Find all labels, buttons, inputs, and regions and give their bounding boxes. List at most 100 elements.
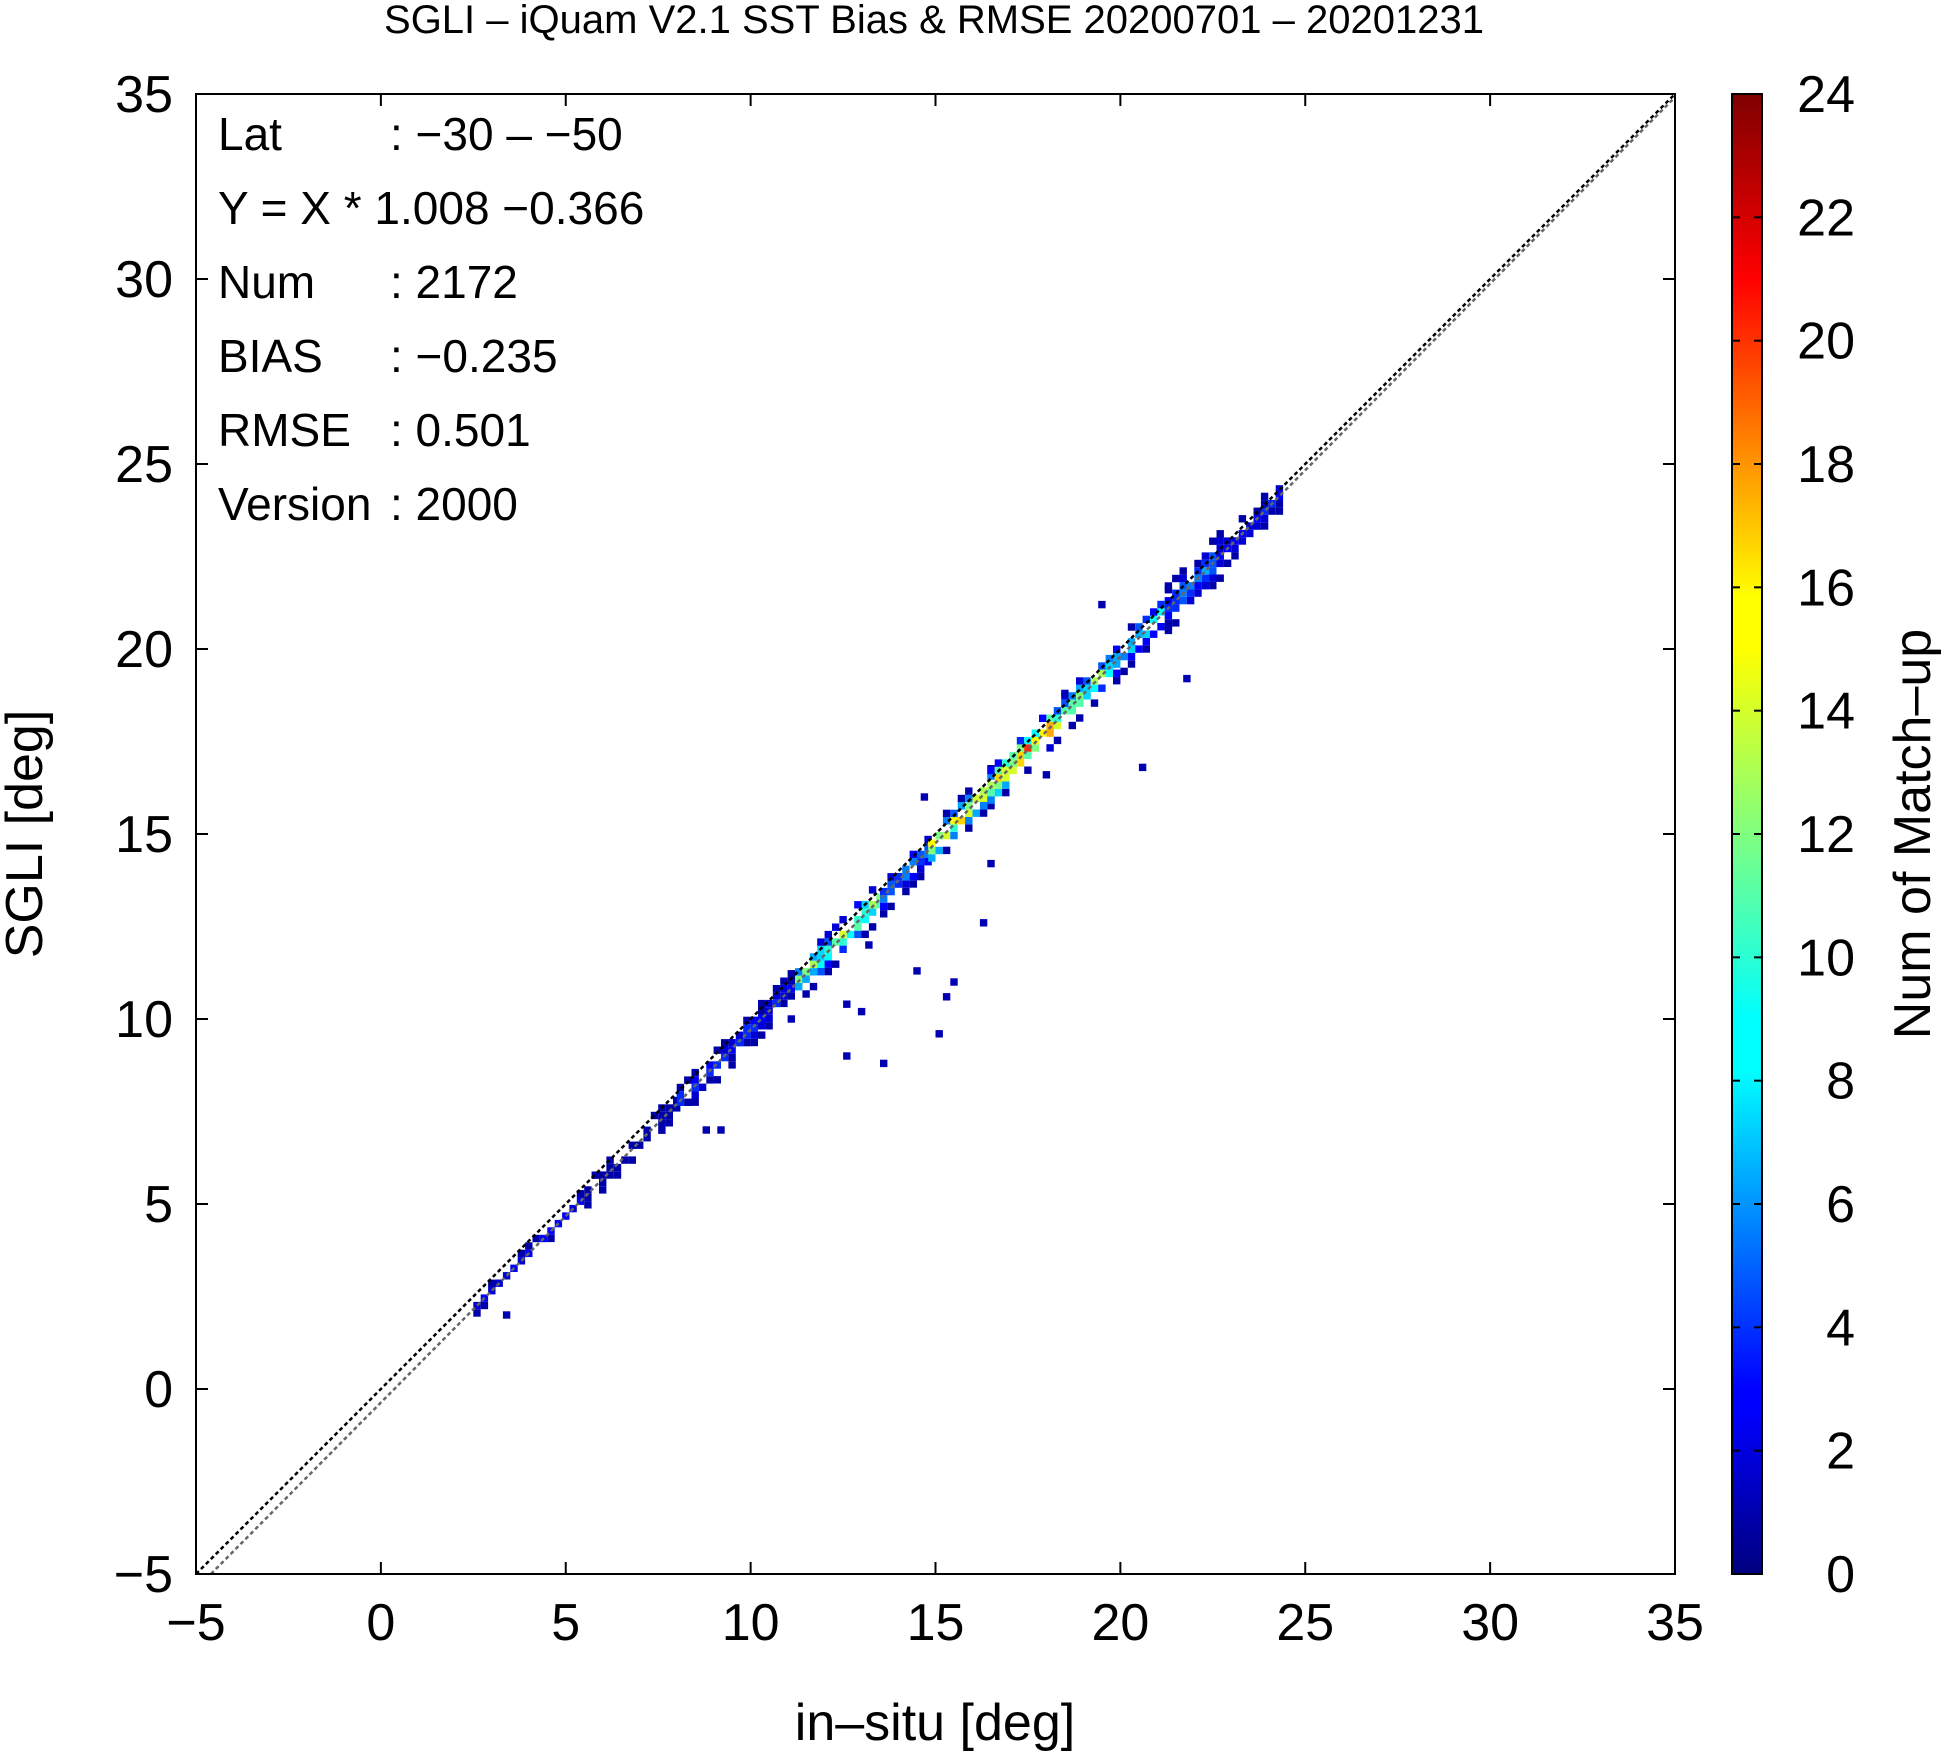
- heatmap-cell: [758, 1031, 766, 1039]
- heatmap-cell: [950, 824, 958, 832]
- heatmap-cell: [1127, 638, 1136, 646]
- y-tick-label: −5: [114, 1546, 173, 1604]
- heatmap-cell: [1216, 559, 1224, 568]
- heatmap-cell: [1127, 660, 1136, 668]
- heatmap-cell: [1238, 537, 1247, 545]
- heatmap-outlier-cell: [843, 1000, 851, 1008]
- heatmap-cell: [758, 1022, 766, 1030]
- heatmap-cell: [965, 787, 973, 795]
- heatmap-cell: [787, 984, 795, 993]
- heatmap-cell: [1002, 759, 1010, 767]
- heatmap-cell: [480, 1301, 489, 1310]
- heatmap-cell: [880, 902, 888, 911]
- heatmap-cell: [1216, 552, 1224, 560]
- heatmap-cell: [972, 809, 980, 817]
- heatmap-cell: [1194, 559, 1202, 568]
- heatmap-cell: [713, 1046, 721, 1054]
- heatmap-outlier-cell: [1183, 674, 1191, 683]
- heatmap-cell: [868, 908, 877, 916]
- heatmap-cell: [606, 1163, 614, 1172]
- heatmap-cell: [599, 1178, 607, 1187]
- heatmap-cell: [950, 809, 958, 818]
- heatmap-cell: [979, 802, 988, 810]
- x-tick-label: 20: [1091, 1594, 1149, 1652]
- heatmap-cell: [1186, 582, 1195, 590]
- heatmap-cell: [902, 873, 910, 881]
- heatmap-cell: [902, 880, 910, 888]
- heatmap-cell: [854, 930, 862, 939]
- heatmap-cell: [994, 781, 1003, 789]
- heatmap-cell: [721, 1039, 729, 1047]
- heatmap-outlier-cell: [843, 1052, 851, 1060]
- heatmap-cell: [1127, 652, 1136, 661]
- heatmap-outlier-cell: [857, 1007, 866, 1016]
- heatmap-cell: [935, 846, 943, 855]
- heatmap-cell: [1201, 567, 1210, 575]
- heatmap-cell: [1002, 774, 1010, 782]
- heatmap-cell: [1142, 630, 1150, 638]
- heatmap-cell: [750, 1038, 758, 1047]
- y-tick-label: 20: [115, 621, 173, 679]
- stats-label: RMSE: [218, 404, 351, 456]
- heatmap-cell: [1090, 684, 1099, 692]
- heatmap-cell: [787, 977, 795, 985]
- heatmap-cell: [599, 1171, 607, 1179]
- heatmap-cell: [576, 1197, 585, 1205]
- heatmap-cell: [1157, 600, 1165, 609]
- heatmap-cell: [621, 1156, 629, 1164]
- heatmap-cell: [987, 796, 995, 804]
- heatmap-cell: [1260, 492, 1269, 501]
- heatmap-cell: [1179, 574, 1187, 583]
- x-tick-label: −5: [166, 1594, 225, 1652]
- heatmap-cell: [613, 1171, 622, 1179]
- heatmap-outlier-cell: [702, 1126, 710, 1134]
- heatmap-cell: [1186, 596, 1195, 605]
- heatmap-cell: [1246, 522, 1254, 530]
- heatmap-cell: [591, 1171, 599, 1179]
- heatmap-cell: [861, 908, 869, 916]
- heatmap-outlier-cell: [920, 793, 929, 801]
- heatmap-cell: [809, 968, 818, 976]
- colorbar-tick-label: 22: [1797, 189, 1855, 247]
- heatmap-cell: [1135, 630, 1143, 638]
- heatmap-cell: [1172, 619, 1180, 627]
- heatmap-cell: [942, 846, 951, 855]
- heatmap-cell: [758, 1007, 766, 1015]
- heatmap-cell: [698, 1083, 707, 1091]
- heatmap-outlier-cell: [942, 993, 951, 1001]
- stats-label: Num: [218, 256, 315, 308]
- heatmap-cell: [743, 1031, 751, 1039]
- heatmap-cell: [1201, 582, 1210, 590]
- heatmap-cell: [1120, 667, 1128, 676]
- x-tick-label: 30: [1461, 1594, 1519, 1652]
- x-tick-label: 10: [722, 1594, 780, 1652]
- heatmap-cell: [994, 789, 1003, 797]
- heatmap-cell: [1194, 589, 1202, 597]
- heatmap-cell: [628, 1141, 636, 1149]
- y-tick-label: 10: [115, 991, 173, 1049]
- heatmap-cell: [1172, 574, 1180, 583]
- heatmap-cell: [728, 1046, 736, 1054]
- heatmap-cell: [917, 872, 925, 881]
- heatmap-cell: [1053, 714, 1062, 722]
- heatmap-outlier-cell: [865, 941, 873, 949]
- heatmap-cell: [706, 1061, 714, 1069]
- heatmap-cell: [658, 1119, 666, 1127]
- heatmap-cell: [721, 1046, 729, 1054]
- heatmap-cell: [1231, 552, 1239, 560]
- heatmap-cell: [743, 1038, 751, 1047]
- heatmap-cell: [802, 990, 810, 998]
- heatmap-cell: [713, 1061, 721, 1069]
- heatmap-cell: [965, 817, 973, 825]
- heatmap-cell: [525, 1242, 533, 1250]
- heatmap-cell: [650, 1111, 659, 1120]
- heatmap-cell: [772, 992, 781, 1000]
- heatmap-cell: [817, 960, 825, 968]
- heatmap-outlier-cell: [1138, 763, 1147, 772]
- colorbar-tick-label: 0: [1826, 1546, 1855, 1604]
- heatmap-cell: [1105, 654, 1113, 663]
- heatmap-outlier-cell: [987, 859, 995, 868]
- heatmap-cell: [665, 1119, 673, 1127]
- heatmap-outlier-cell: [1042, 771, 1051, 779]
